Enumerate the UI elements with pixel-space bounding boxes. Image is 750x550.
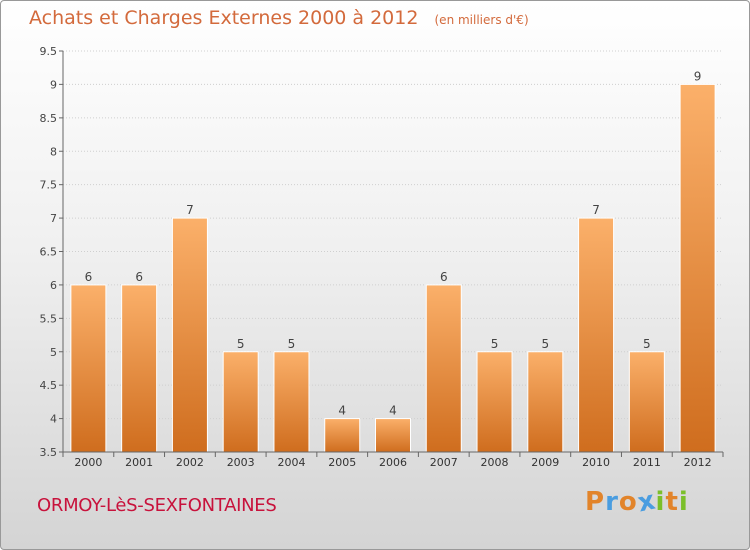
bar: [324, 418, 361, 453]
y-tick-label: 3.5: [40, 446, 58, 459]
data-label: 5: [541, 337, 549, 351]
x-tick-label: 2010: [582, 456, 610, 469]
y-tick-label: 9.5: [40, 45, 58, 58]
bar: [527, 351, 564, 453]
logo-letter: r: [605, 487, 619, 517]
y-tick-label: 7: [50, 212, 57, 225]
y-axis: 3.5 4 4.5 5 5.5 6 6.5 7 7.5 8 8.5 9 9.5: [40, 45, 64, 459]
bar: [375, 418, 411, 453]
data-label: 5: [288, 337, 296, 351]
x-axis: 2000 2001 2002 2003 2004 2005 2006 2007 2008 2009…: [62, 451, 724, 469]
bars: 6 6 7 5 5 4 4 6 5 5 7 5 9: [70, 69, 716, 453]
y-tick-label: 8: [50, 145, 57, 158]
x-tick-label: 2000: [74, 456, 102, 469]
data-label: 7: [592, 203, 600, 217]
bar: [425, 284, 462, 453]
y-tick-label: 7.5: [40, 179, 58, 192]
x-tick-label: 2001: [125, 456, 153, 469]
x-tick-label: 2006: [379, 456, 407, 469]
x-tick-label: 2011: [633, 456, 661, 469]
y-tick-label: 4: [50, 413, 57, 426]
data-label: 4: [389, 404, 397, 418]
x-tick-label: 2008: [481, 456, 509, 469]
logo-letter: i: [655, 487, 666, 517]
data-label: 9: [694, 69, 702, 83]
x-tick-label: 2012: [684, 456, 712, 469]
y-tick-label: 9: [50, 78, 57, 91]
y-tick-label: 6.5: [40, 246, 58, 259]
proxiti-logo[interactable]: Proxiti: [585, 485, 689, 518]
logo-letter: i: [678, 487, 689, 517]
chart-subtitle: (en milliers d'€): [434, 13, 529, 27]
x-tick-label: 2003: [227, 456, 255, 469]
data-label: 6: [85, 270, 93, 284]
bar: [628, 351, 665, 453]
x-tick-label: 2002: [176, 456, 204, 469]
data-label: 5: [643, 337, 651, 351]
x-tick-label: 2004: [277, 456, 305, 469]
bar: [121, 284, 158, 453]
chart-title-text: Achats et Charges Externes 2000 à 2012: [29, 7, 419, 29]
y-tick-label: 6: [50, 279, 57, 292]
x-tick-label: 2009: [531, 456, 559, 469]
bar: [273, 351, 310, 453]
logo-letter: t: [665, 487, 679, 517]
y-tick-label: 4.5: [40, 379, 58, 392]
bar: [476, 351, 513, 453]
grid-lines: [63, 50, 723, 453]
bar: [70, 284, 107, 453]
bar: [171, 217, 208, 453]
bar: [679, 83, 716, 453]
logo-letter: o: [618, 487, 638, 517]
y-tick-label: 8.5: [40, 112, 58, 125]
bar-chart: 3.5 4 4.5 5 5.5 6 6.5 7 7.5 8 8.5 9 9.5 6 6 7 5 5 4 4 6 5 5 7 5…: [40, 45, 724, 469]
bar: [222, 351, 259, 453]
data-label: 6: [440, 270, 448, 284]
y-tick-label: 5: [50, 346, 57, 359]
bar: [578, 217, 615, 453]
data-label: 4: [338, 404, 346, 418]
place-name: ORMOY-LèS-SEXFONTAINES: [37, 495, 277, 516]
x-tick-label: 2005: [328, 456, 356, 469]
data-label: 6: [135, 270, 143, 284]
y-tick-label: 5.5: [40, 312, 58, 325]
chart-title: Achats et Charges Externes 2000 à 2012 (…: [29, 7, 529, 29]
data-label: 5: [491, 337, 499, 351]
data-label: 5: [237, 337, 245, 351]
x-tick-label: 2007: [430, 456, 458, 469]
logo-letter: P: [585, 487, 606, 517]
data-label: 7: [186, 203, 194, 217]
